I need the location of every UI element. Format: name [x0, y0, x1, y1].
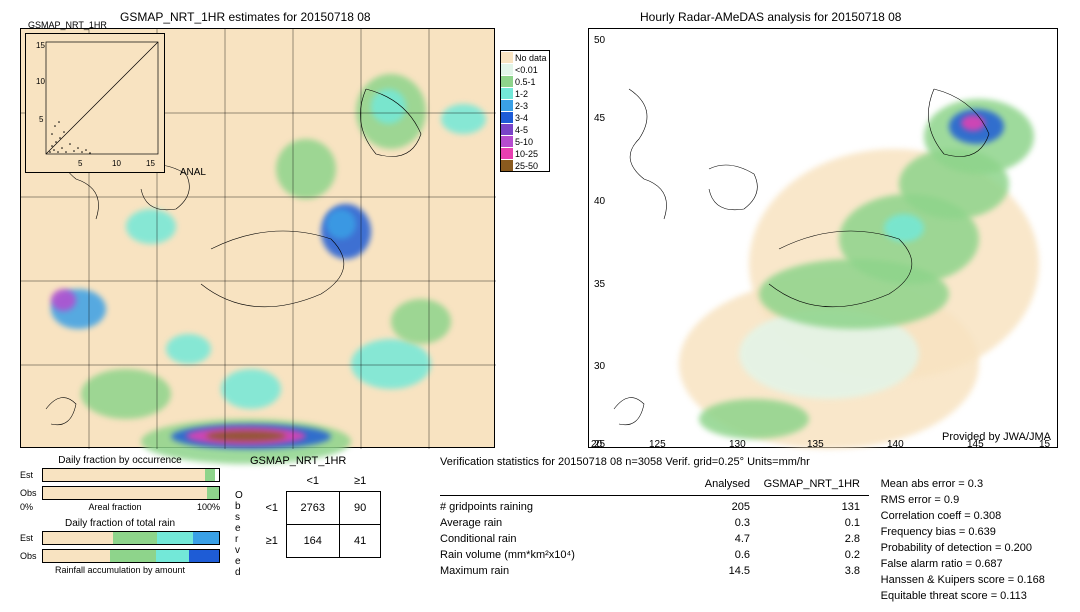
verif-row: Maximum rain14.53.8	[440, 564, 869, 580]
svg-text:130: 130	[729, 439, 746, 449]
verif-row: Rain volume (mm*km²x10⁴)0.60.2	[440, 548, 869, 564]
ct-header: GSMAP_NRT_1HR	[250, 455, 346, 467]
legend-item: 10-25	[501, 147, 549, 159]
provided-by: Provided by JWA/JMA	[942, 431, 1051, 443]
legend-item: 0.5-1	[501, 75, 549, 87]
svg-text:5: 5	[78, 159, 83, 168]
svg-text:140: 140	[887, 439, 904, 449]
areal-0: 0%	[20, 502, 33, 512]
right-map: 504540 353025 20 125130135 14014515 Prov…	[588, 28, 1058, 448]
verif-row: # gridpoints raining205131	[440, 500, 869, 516]
legend-item: 2-3	[501, 99, 549, 111]
legend-item: 1-2	[501, 87, 549, 99]
svg-text:40: 40	[594, 196, 606, 207]
ct-a: 2763	[286, 491, 339, 524]
bar-est-label: Est	[20, 470, 42, 480]
svg-text:35: 35	[594, 279, 606, 290]
verif-score: Correlation coeff = 0.308	[881, 509, 1080, 525]
legend-item: 25-50	[501, 159, 549, 171]
svg-text:30: 30	[594, 361, 606, 372]
left-map: GSMAP_NRT_1HR 15105 51015 ANAL	[20, 28, 495, 448]
ct-observed-label: Observed	[235, 490, 243, 578]
legend-item: 3-4	[501, 111, 549, 123]
ct-d: 41	[339, 524, 380, 557]
areal-mid: Areal fraction	[88, 502, 141, 512]
areal-100: 100%	[197, 502, 220, 512]
svg-text:45: 45	[594, 113, 606, 124]
occurrence-title: Daily fraction by occurrence	[20, 455, 220, 466]
inset-x-label: ANAL	[180, 167, 206, 178]
svg-text:20: 20	[591, 439, 603, 449]
color-legend: No data<0.010.5-11-22-33-44-55-1010-2525…	[500, 50, 550, 172]
bar-obs-label: Obs	[20, 488, 42, 498]
ct-row1: <1	[258, 491, 286, 524]
inset-title: GSMAP_NRT_1HR	[28, 20, 107, 30]
verif-score: Frequency bias = 0.639	[881, 525, 1080, 541]
legend-item: <0.01	[501, 63, 549, 75]
ct-col1: <1	[286, 471, 339, 491]
legend-item: No data	[501, 51, 549, 63]
svg-text:15: 15	[36, 41, 45, 50]
verif-score: False alarm ratio = 0.687	[881, 557, 1080, 573]
total-title: Daily fraction of total rain	[20, 518, 220, 529]
verif-score: Equitable threat score = 0.113	[881, 589, 1080, 605]
col-model: GSMAP_NRT_1HR	[750, 477, 860, 493]
contingency-table: <1≥1 <1276390 ≥116441	[258, 471, 381, 558]
left-map-title: GSMAP_NRT_1HR estimates for 20150718 08	[120, 10, 371, 24]
verif-score: Hanssen & Kuipers score = 0.168	[881, 573, 1080, 589]
svg-text:15: 15	[146, 159, 155, 168]
legend-item: 4-5	[501, 123, 549, 135]
svg-text:5: 5	[39, 115, 44, 124]
verif-row: Average rain0.30.1	[440, 516, 869, 532]
verif-row: Conditional rain4.72.8	[440, 532, 869, 548]
ct-row2: ≥1	[258, 524, 286, 557]
bar-obs-label2: Obs	[20, 551, 42, 561]
legend-item: 5-10	[501, 135, 549, 147]
svg-text:10: 10	[36, 77, 45, 86]
verif-header: Verification statistics for 20150718 08 …	[440, 455, 1080, 471]
svg-text:10: 10	[112, 159, 121, 168]
col-analysed: Analysed	[640, 477, 750, 493]
verif-stats: Verification statistics for 20150718 08 …	[440, 455, 1080, 604]
ct-head-label: GSMAP_NRT_1HR	[250, 455, 346, 467]
svg-text:125: 125	[649, 439, 666, 449]
stats-area: Daily fraction by occurrence Est Obs 0% …	[0, 455, 1080, 610]
verif-score: RMS error = 0.9	[881, 493, 1080, 509]
verif-score: Probability of detection = 0.200	[881, 541, 1080, 557]
svg-text:50: 50	[594, 35, 606, 46]
ct-c: 164	[286, 524, 339, 557]
bar-est-label2: Est	[20, 533, 42, 543]
accum-label: Rainfall accumulation by amount	[20, 565, 220, 575]
ct-b: 90	[339, 491, 380, 524]
coastline-right: 504540 353025 20 125130135 14014515	[589, 29, 1059, 449]
svg-text:135: 135	[807, 439, 824, 449]
inset-scatter: GSMAP_NRT_1HR 15105 51015 ANAL	[25, 33, 165, 173]
occurrence-bars: Daily fraction by occurrence Est Obs 0% …	[20, 455, 220, 575]
ct-col2: ≥1	[339, 471, 380, 491]
right-map-title: Hourly Radar-AMeDAS analysis for 2015071…	[640, 10, 901, 24]
verif-score: Mean abs error = 0.3	[881, 477, 1080, 493]
